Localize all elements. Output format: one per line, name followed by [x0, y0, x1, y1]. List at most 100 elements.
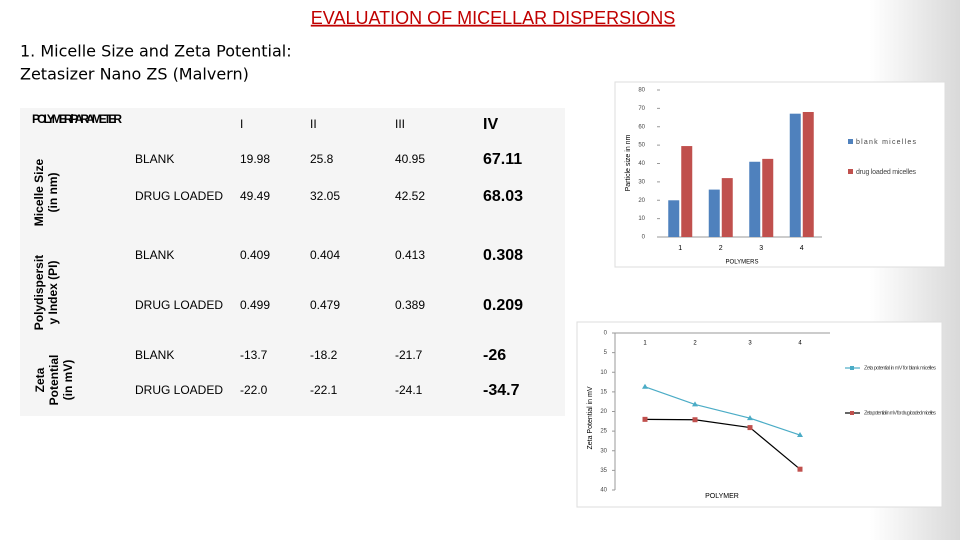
table-cell: 32.05 [310, 189, 340, 203]
table-cell: 0.308 [483, 247, 523, 264]
y-tick-label: 0 [642, 235, 646, 241]
bar [681, 146, 693, 237]
line [644, 418, 801, 470]
y-tick-label: 30 [600, 448, 607, 454]
marker [797, 432, 803, 438]
table-cell: -22.1 [310, 383, 338, 397]
y-tick-label: 10 [600, 370, 607, 376]
x-tick-label: 2 [719, 245, 723, 252]
row-group-label: y Index (PI) [46, 260, 60, 324]
x-tick-label: 4 [800, 245, 804, 252]
table-cell: 0.479 [310, 298, 340, 312]
row-label: BLANK [135, 248, 174, 262]
y-axis-label: Particle size in nm [625, 134, 632, 191]
slide-title: EVALUATION OF MICELLAR DISPERSIONS [311, 8, 675, 28]
subtitle-line: Zetasizer Nano ZS (Malvern) [20, 65, 249, 84]
x-axis-label: POLYMERS [726, 260, 759, 266]
legend-label: drug loaded micelles [856, 169, 917, 176]
table-cell: 0.499 [240, 298, 270, 312]
table-cell: -26 [483, 347, 506, 364]
marker [747, 425, 753, 431]
x-axis-label: POLYMER [705, 493, 739, 500]
x-tick-label: 1 [678, 245, 682, 252]
x-tick-label: 4 [798, 341, 802, 347]
legend-swatch [850, 411, 854, 415]
table-cell: 0.389 [395, 298, 425, 312]
y-axis-label: Zeta Potential in mV [587, 386, 594, 449]
table-cell: 67.11 [483, 151, 522, 168]
table-header: II [310, 117, 317, 131]
bar [721, 178, 733, 237]
table-header: IV [483, 116, 498, 133]
row-label: DRUG LOADED [135, 298, 223, 312]
y-tick-label: 25 [600, 429, 607, 435]
legend-label: Zeta potential in mV for drug loaded mic… [864, 410, 936, 416]
row-group-label: (in mV) [61, 360, 75, 401]
y-tick-label: 70 [638, 106, 645, 112]
table-cell: 0.413 [395, 248, 425, 262]
table-cell: 42.52 [395, 189, 425, 203]
table-cell: -34.7 [483, 382, 520, 399]
y-tick-label: 0 [604, 331, 608, 337]
row-group-label: (in nm) [46, 173, 60, 213]
table-cell: -22.0 [240, 383, 268, 397]
table-cell: -13.7 [240, 348, 268, 362]
y-tick-label: 40 [638, 161, 645, 167]
line-chart-frame [576, 321, 943, 508]
row-group-label: Micelle Size [32, 158, 46, 226]
bar [762, 158, 774, 237]
legend-swatch [848, 139, 853, 144]
table-header: III [395, 117, 405, 131]
x-tick-label: 2 [693, 341, 697, 347]
y-tick-label: 40 [600, 488, 607, 494]
legend-swatch [848, 169, 853, 174]
legend-label: Zeta potential in mV for blank micelles [864, 365, 936, 371]
y-tick-label: 20 [600, 409, 607, 415]
subtitle-line: 1. Micelle Size and Zeta Potential: [20, 42, 292, 61]
table-cell: 0.209 [483, 297, 523, 314]
table-header: I [240, 117, 243, 131]
marker [797, 466, 803, 472]
y-tick-label: 60 [638, 124, 645, 130]
y-tick-label: 10 [638, 216, 645, 222]
marker [642, 416, 648, 422]
y-tick-label: 35 [600, 468, 607, 474]
table-cell: 25.8 [310, 152, 334, 166]
table-cell: -18.2 [310, 348, 338, 362]
bar [749, 161, 761, 237]
row-label: DRUG LOADED [135, 189, 223, 203]
y-tick-label: 15 [600, 389, 607, 395]
bar [802, 111, 814, 237]
row-group-label: Potential [47, 355, 61, 406]
line [644, 386, 801, 436]
table-cell: 40.95 [395, 152, 425, 166]
marker [747, 415, 753, 421]
row-label: BLANK [135, 348, 174, 362]
bar [708, 189, 720, 237]
x-tick-label: 1 [643, 341, 647, 347]
x-tick-label: 3 [759, 245, 763, 252]
table-cell: -21.7 [395, 348, 423, 362]
row-group-label: Polydispersit [32, 255, 46, 330]
row-label: DRUG LOADED [135, 383, 223, 397]
legend-swatch [850, 366, 854, 370]
legend-label: blank micelles [856, 139, 917, 146]
marker [642, 383, 648, 389]
table-cell: 68.03 [483, 188, 523, 205]
table-cell: 19.98 [240, 152, 270, 166]
y-tick-label: 80 [638, 88, 645, 94]
y-tick-label: 50 [638, 143, 645, 149]
y-tick-label: 20 [638, 198, 645, 204]
table-cell: 0.409 [240, 248, 270, 262]
marker [692, 417, 698, 423]
bar [668, 200, 680, 237]
row-label: BLANK [135, 152, 174, 166]
y-tick-label: 5 [604, 350, 608, 356]
table-background [20, 108, 565, 416]
table-header: POLYMER/ PARAMETER [32, 112, 122, 126]
table-cell: 49.49 [240, 189, 270, 203]
x-tick-label: 3 [748, 341, 752, 347]
table-cell: 0.404 [310, 248, 340, 262]
marker [692, 401, 698, 407]
